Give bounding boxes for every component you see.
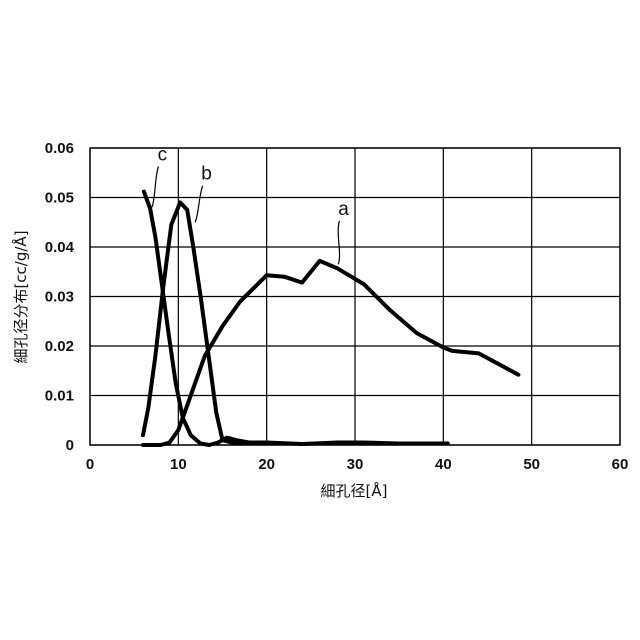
y-tick-label-2: 0.02 [45, 338, 74, 355]
x-axis-title: 細孔径[Å] [321, 481, 388, 500]
y-tick-label-1: 0.01 [45, 388, 74, 405]
y-tick-label-5: 0.05 [45, 190, 74, 207]
x-tick-label-4: 40 [435, 456, 452, 473]
curve-c-label: c [158, 144, 168, 165]
y-axis-title: 細孔径分布[cc/g/Å] [11, 230, 30, 363]
curve-b-label: b [201, 164, 212, 185]
y-tick-label-3: 0.03 [45, 289, 74, 306]
x-tick-label-3: 30 [347, 456, 364, 473]
y-tick-label-0: 0 [66, 437, 74, 454]
x-tick-label-2: 20 [258, 456, 275, 473]
x-tick-label-6: 60 [612, 456, 629, 473]
y-tick-label-6: 0.06 [45, 140, 74, 157]
y-tick-label-4: 0.04 [45, 239, 75, 256]
x-tick-label-0: 0 [86, 456, 94, 473]
curve-a-label: a [338, 199, 349, 220]
x-tick-label-1: 10 [170, 456, 187, 473]
x-tick-label-5: 50 [523, 456, 540, 473]
